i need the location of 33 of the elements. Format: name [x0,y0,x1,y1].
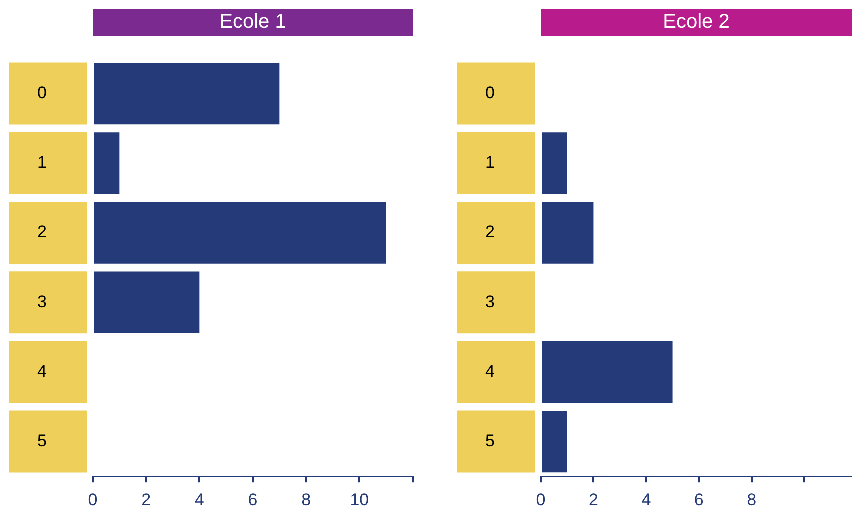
x-tick-label: 8 [747,490,757,510]
y-tick-label: 5 [38,431,47,450]
y-tick-label: 3 [486,292,495,312]
x-tick-label: 6 [248,490,258,510]
x-tick-label: 2 [142,490,152,510]
bar [542,341,673,404]
y-tick-label: 2 [486,222,495,242]
y-tick-label: 1 [38,153,47,172]
bar [542,132,568,194]
y-tick-label: 4 [38,362,47,381]
y-tick-label: 0 [38,83,47,102]
y-tick-label: 1 [486,153,495,172]
bar [94,202,386,264]
chart-title: Ecole 1 [93,9,413,36]
bar [542,202,594,264]
x-tick-label: 8 [302,490,312,510]
y-tick-label: 5 [486,431,495,450]
bar [94,62,280,125]
x-tick-label: 4 [642,490,652,510]
y-tick-label: 4 [486,362,495,381]
bar [542,410,568,473]
y-tick-label: 0 [486,83,495,102]
bar [94,132,120,194]
x-tick-label: 4 [194,490,204,510]
x-tick-label: 0 [88,490,98,510]
x-tick-label: 6 [694,490,704,510]
y-tick-label: 3 [38,292,47,312]
x-tick-label: 0 [536,490,546,510]
y-tick-label: 2 [38,222,47,242]
chart-title: Ecole 2 [541,9,852,36]
x-tick-label: 2 [588,490,598,510]
bar [94,272,200,334]
x-tick-label: 10 [350,490,370,510]
